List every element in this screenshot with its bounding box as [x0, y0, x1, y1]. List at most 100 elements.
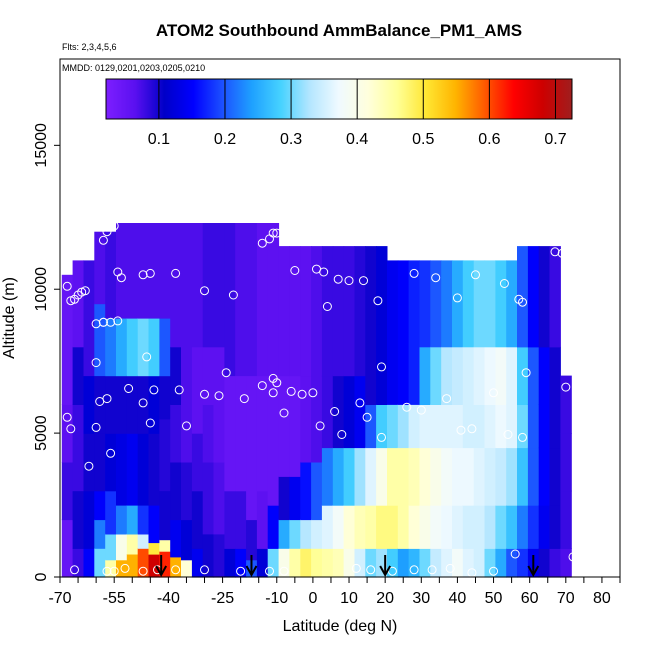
heatmap-cell	[137, 505, 150, 535]
colorbar-tick-label: 0.7	[544, 131, 566, 148]
heatmap-cell	[278, 246, 290, 377]
colorbar-tick-label: 0.4	[346, 131, 368, 148]
heatmap-cell	[484, 404, 496, 449]
heatmap-cell	[397, 260, 410, 405]
heatmap-cell	[527, 346, 540, 405]
heatmap-cell	[354, 447, 366, 506]
heatmap-cell	[484, 447, 496, 506]
heatmap-cell	[517, 447, 529, 506]
heatmap-cell	[116, 433, 128, 506]
heatmap-cell	[137, 375, 150, 434]
heatmap-cell	[321, 447, 334, 506]
heatmap-cell	[462, 346, 475, 405]
flights-note: Flts: 2,3,4,5,6	[62, 42, 117, 52]
heatmap-cell	[549, 404, 561, 449]
heatmap-cell	[159, 551, 171, 578]
heatmap-cell	[256, 375, 269, 492]
sample-point	[308, 388, 318, 398]
heatmap-cell	[289, 519, 301, 549]
heatmap-cell	[419, 505, 431, 549]
y-tick-label: 15000	[33, 123, 50, 168]
heatmap-cell	[61, 274, 74, 405]
heatmap-cell	[256, 223, 269, 377]
heatmap-cell	[181, 559, 193, 578]
colorbar-ticks: 0.1 0.2 0.3 0.4 0.5 0.6 0.7	[148, 79, 567, 148]
heatmap-cell	[506, 505, 518, 549]
sample-point	[142, 352, 152, 362]
heatmap-cell	[105, 533, 117, 561]
heatmap-cell	[159, 418, 171, 492]
x-tick-label: -70	[48, 590, 71, 607]
heatmap-cell	[549, 447, 561, 506]
heatmap-cell	[148, 505, 160, 544]
heatmap-cell	[94, 433, 106, 492]
heatmap-cell	[202, 346, 215, 405]
heatmap-cell	[397, 404, 410, 449]
heatmap-cell	[116, 505, 128, 535]
heatmap-cell	[538, 548, 551, 578]
sample-point	[489, 388, 498, 398]
y-axis: 0 5000 10000 15000	[33, 123, 60, 581]
sample-point	[568, 552, 578, 562]
colorbar-tick-label: 0.1	[148, 131, 170, 148]
heatmap-cell	[170, 556, 182, 578]
sample-point	[109, 566, 119, 576]
heatmap-cell	[148, 554, 160, 578]
heatmap-cell	[365, 505, 377, 549]
heatmap-cell	[441, 346, 453, 405]
heatmap-cell	[246, 223, 258, 377]
x-axis-label: Latitude (deg N)	[283, 618, 398, 635]
sample-point	[351, 563, 361, 573]
heatmap-cell	[278, 519, 290, 549]
sample-point	[442, 394, 452, 404]
sample-point	[116, 273, 126, 283]
sample-point	[279, 408, 289, 418]
flight-arrow	[379, 555, 392, 578]
heatmap-cell	[473, 548, 486, 578]
sample-point	[402, 402, 412, 412]
heatmap-cell	[517, 505, 529, 549]
heatmap-cell	[321, 246, 334, 377]
heatmap-cell	[126, 223, 139, 319]
heatmap-cell	[560, 375, 572, 434]
flight-arrows	[155, 555, 540, 578]
y-tick-label: 5000	[33, 415, 50, 451]
sample-point	[322, 302, 332, 311]
heatmap-cell	[256, 548, 269, 578]
heatmap-cell	[452, 548, 464, 578]
sample-point	[102, 227, 112, 237]
sample-point	[355, 398, 365, 408]
heatmap-cell	[72, 490, 84, 549]
sample-point	[471, 270, 480, 280]
sample-point	[344, 276, 354, 286]
heatmap-cell	[484, 346, 496, 405]
sample-point	[315, 421, 325, 431]
heatmap-cell	[202, 461, 215, 535]
heatmap-cell	[311, 375, 323, 463]
heatmap-cell	[419, 404, 431, 449]
heatmap-cell	[137, 548, 150, 578]
flight-arrow	[245, 555, 258, 578]
heatmap-cell	[61, 404, 74, 463]
sample-point	[416, 405, 426, 415]
x-tick-label: 30	[412, 590, 430, 607]
heatmap-cell	[332, 505, 345, 549]
heatmap-cell	[235, 490, 247, 549]
heatmap-cell	[224, 375, 236, 492]
heatmap-cell	[430, 260, 442, 348]
heatmap-cell	[159, 223, 171, 319]
heatmap-cell	[462, 447, 475, 506]
heatmap-cell	[332, 548, 345, 578]
heatmap-cell	[246, 519, 258, 561]
heatmap-cell	[376, 548, 388, 578]
sample-point	[257, 238, 267, 248]
colorbar-tick-label: 0.2	[214, 131, 236, 148]
heatmap-cell	[506, 404, 518, 449]
heatmap-cell	[452, 404, 464, 449]
sample-point	[236, 566, 246, 576]
heatmap-cell	[159, 375, 171, 420]
sample-point	[518, 297, 527, 307]
sample-point	[91, 358, 101, 368]
heatmap-cell	[289, 476, 301, 521]
heatmap-cell	[387, 404, 399, 449]
